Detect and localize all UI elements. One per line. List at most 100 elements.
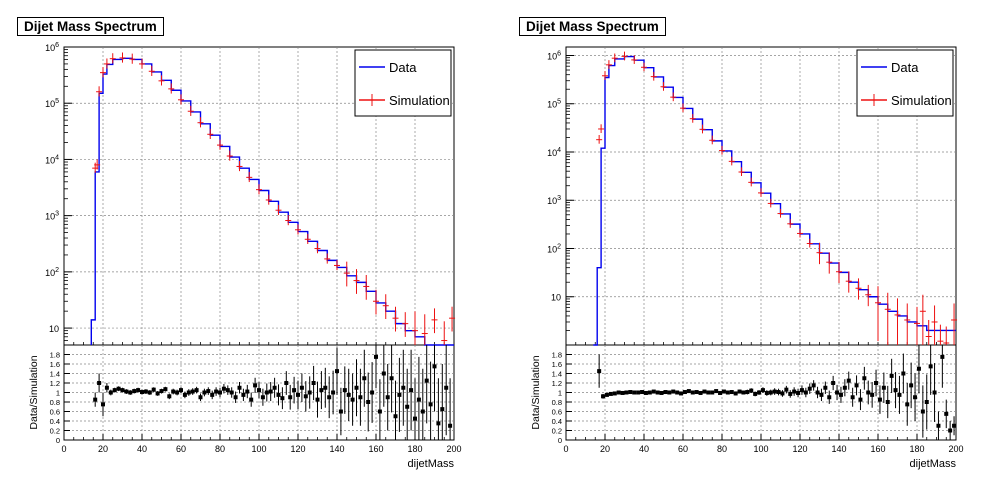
ratio-point — [331, 390, 336, 395]
ratio-point — [385, 395, 390, 400]
ratio-y-tick-label: 0.4 — [552, 417, 562, 426]
ratio-point — [225, 388, 230, 393]
ratio-point — [163, 387, 168, 392]
ratio-point — [682, 390, 687, 395]
x-tick-label: 20 — [98, 444, 108, 454]
ratio-point — [932, 390, 937, 395]
ratio-point — [167, 394, 172, 399]
ratio-point — [338, 409, 343, 414]
ratio-point — [694, 390, 699, 395]
ratio-point — [120, 388, 125, 393]
ratio-point — [233, 395, 238, 400]
ratio-point — [643, 390, 648, 395]
ratio-y-tick-label: 1 — [558, 389, 562, 398]
ratio-point — [612, 391, 617, 396]
ratio-point — [194, 388, 199, 393]
ratio-point — [354, 385, 359, 390]
ratio-point — [889, 373, 894, 378]
ratio-point — [858, 397, 863, 402]
ratio-point — [315, 397, 320, 402]
ratio-point — [366, 400, 371, 404]
y-tick-label: 105 — [547, 99, 561, 110]
ratio-y-tick-label: 1.4 — [552, 370, 562, 379]
ratio-point — [409, 388, 414, 393]
ratio-point — [288, 395, 293, 400]
ratio-point — [206, 389, 211, 394]
legend-box — [856, 49, 954, 117]
ratio-point — [725, 390, 730, 395]
ratio-point — [124, 389, 129, 394]
ratio-point — [866, 390, 871, 395]
ratio-point — [881, 385, 886, 390]
ratio-point — [780, 391, 785, 396]
legend-box — [354, 49, 452, 117]
ratio-point — [323, 385, 328, 390]
ratio-point — [624, 390, 629, 395]
chart-canvas-right: 0 20 40 60 80 100 120 140 160 180 200 10 102 103 104 10… — [502, 0, 1002, 493]
ratio-point — [714, 389, 719, 394]
ratio-point — [679, 391, 684, 396]
ratio-point — [729, 390, 734, 395]
ratio-point — [350, 397, 355, 402]
ratio-point — [335, 369, 339, 374]
chart-title: Dijet Mass Spectrum — [519, 17, 666, 36]
ratio-point — [663, 390, 668, 395]
ratio-y-tick-label: 0.8 — [552, 398, 562, 407]
ratio-point — [272, 385, 277, 390]
ratio-point — [835, 390, 840, 395]
ratio-point — [632, 390, 637, 395]
ratio-y-tick-label: 0.4 — [50, 417, 60, 426]
chart-svg: 0 20 40 60 80 100 120 140 160 180 2001010210310410… — [28, 42, 462, 470]
ratio-y-tick-label: 1.6 — [552, 360, 562, 369]
ratio-point — [182, 392, 187, 397]
ratio-y-tick-label: 0 — [558, 436, 562, 445]
y-tick-label: 102 — [45, 267, 59, 278]
ratio-point — [147, 390, 152, 395]
ratio-point — [101, 402, 105, 407]
ratio-point — [413, 416, 417, 421]
ratio-point — [733, 391, 738, 396]
x-tick-label: 60 — [678, 444, 688, 454]
ratio-point — [675, 390, 680, 395]
ratio-point — [362, 376, 367, 381]
ratio-point — [604, 392, 609, 397]
x-tick-label: 120 — [290, 444, 305, 454]
ratio-point — [788, 391, 793, 396]
ratio-point — [803, 390, 808, 395]
ratio-point — [444, 385, 449, 390]
ratio-point — [416, 397, 421, 402]
ratio-point — [721, 389, 726, 394]
x-tick-label: 80 — [717, 444, 727, 454]
ratio-y-tick-label: 1.8 — [552, 351, 562, 360]
ratio-point — [948, 428, 953, 433]
ratio-point — [842, 385, 847, 390]
ratio-point — [393, 414, 398, 419]
ratio-y-axis-label: Data/Simulation — [530, 355, 542, 429]
ratio-point — [628, 390, 633, 395]
ratio-point — [303, 394, 308, 399]
ratio-point — [620, 390, 625, 395]
ratio-point — [901, 371, 906, 376]
ratio-point — [909, 383, 914, 388]
ratio-point — [299, 385, 304, 390]
x-tick-label: 40 — [137, 444, 147, 454]
ratio-point — [97, 381, 102, 385]
ratio-point — [741, 390, 746, 395]
ratio-point — [202, 390, 207, 395]
y-tick-label: 10 — [551, 293, 561, 303]
ratio-point — [710, 390, 715, 395]
ratio-point — [319, 388, 324, 393]
ratio-y-tick-label: 1.6 — [50, 360, 60, 369]
ratio-point — [249, 397, 254, 402]
ratio-point — [757, 390, 762, 395]
ratio-point — [745, 390, 750, 395]
ratio-point — [171, 389, 176, 394]
ratio-point — [846, 378, 851, 383]
ratio-point — [854, 383, 859, 388]
ratio-point — [838, 392, 843, 397]
y-tick-label: 104 — [547, 147, 561, 158]
ratio-point — [440, 407, 445, 412]
ratio-point — [311, 381, 316, 385]
ratio-point — [823, 385, 828, 390]
ratio-y-tick-label: 0.2 — [552, 427, 562, 436]
